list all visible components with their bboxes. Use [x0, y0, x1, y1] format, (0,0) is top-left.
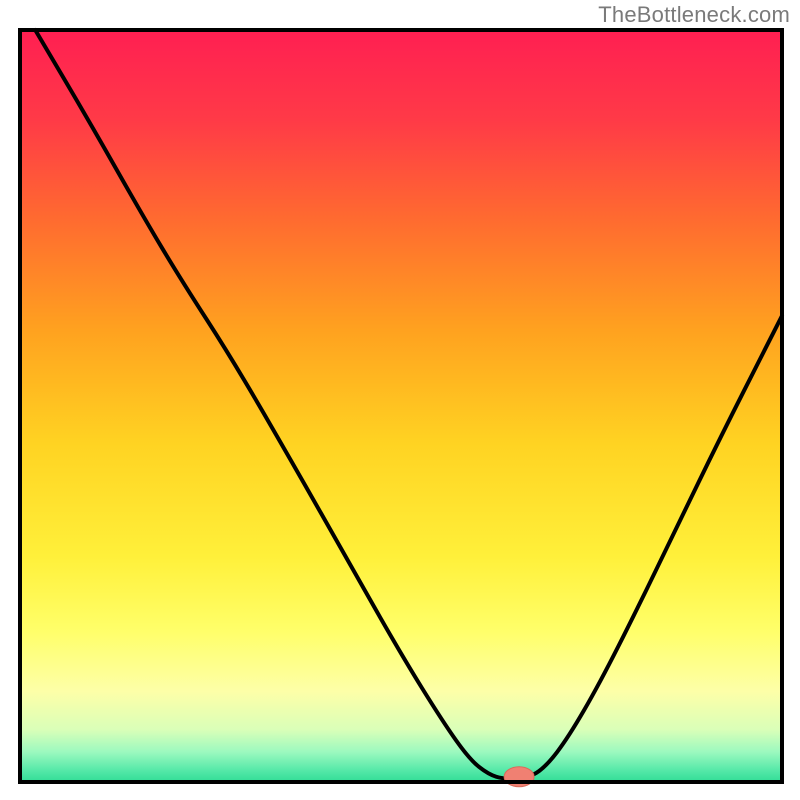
bottleneck-chart-svg	[0, 0, 800, 800]
chart-background	[20, 30, 782, 782]
attribution-label: TheBottleneck.com	[598, 2, 790, 28]
chart-root: TheBottleneck.com	[0, 0, 800, 800]
